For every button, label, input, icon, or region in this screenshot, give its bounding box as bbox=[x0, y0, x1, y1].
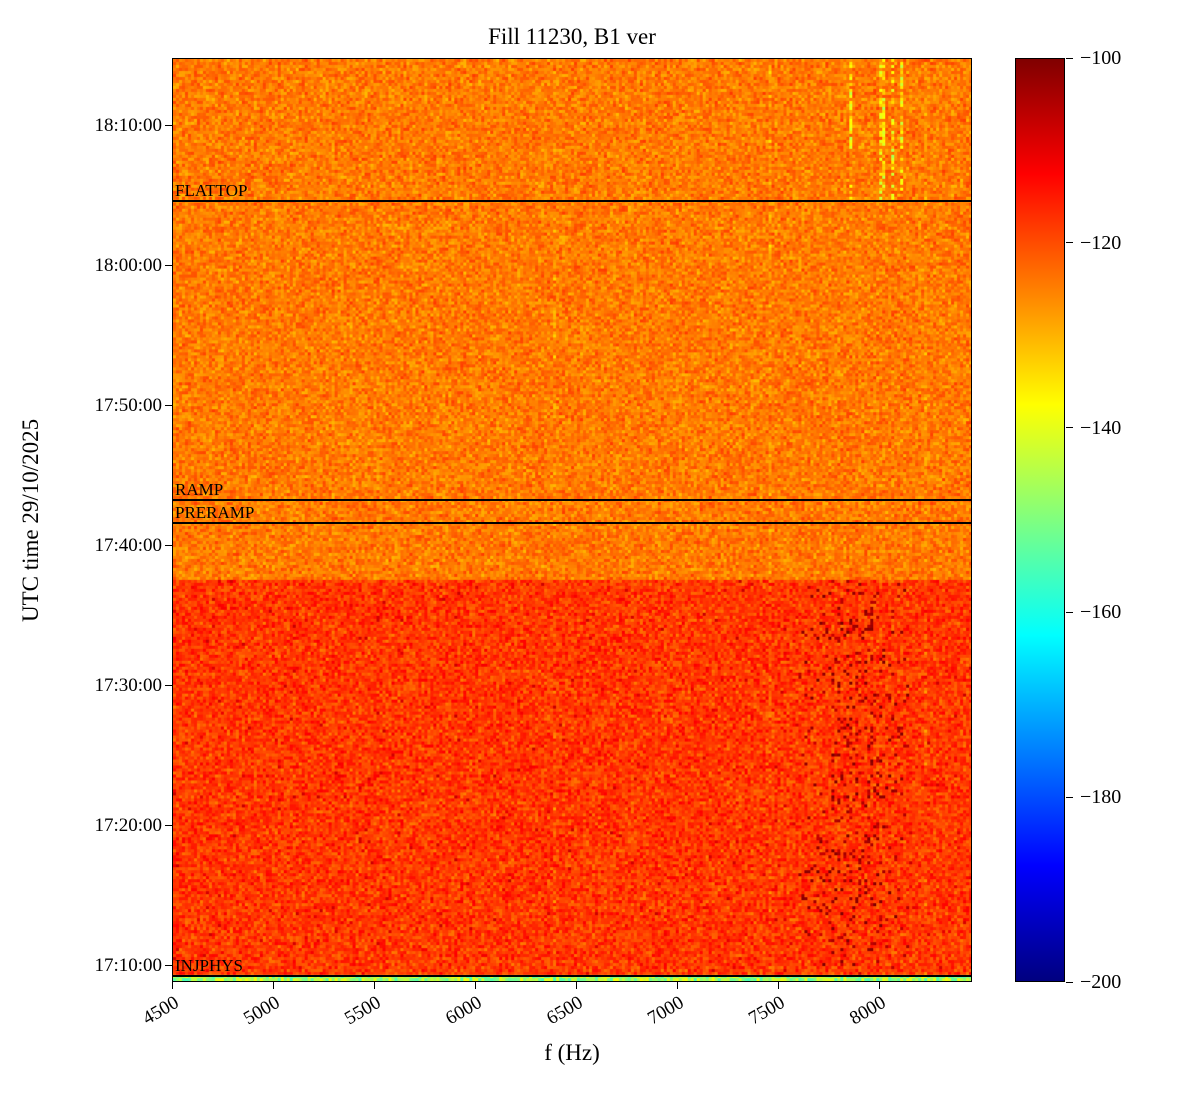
y-tick-mark bbox=[165, 265, 172, 267]
event-label-preramp: PRERAMP bbox=[175, 503, 255, 523]
event-label-injphys: INJPHYS bbox=[175, 956, 244, 975]
x-tick-mark bbox=[474, 982, 476, 989]
colorbar-tick-mark bbox=[1066, 242, 1073, 244]
y-tick-mark bbox=[165, 545, 172, 547]
colorbar-tick-mark bbox=[1066, 611, 1073, 613]
y-axis-label: UTC time 29/10/2025 bbox=[18, 418, 43, 622]
y-tick-mark bbox=[165, 405, 172, 407]
event-label-flattop: FLATTOP bbox=[175, 181, 248, 201]
colorbar-gradient bbox=[1015, 58, 1065, 982]
x-tick-mark bbox=[373, 982, 375, 989]
colorbar-tick-mark bbox=[1066, 796, 1073, 798]
spectrogram-heatmap bbox=[173, 59, 971, 981]
y-tick-mark bbox=[165, 685, 172, 687]
x-axis-label: f (Hz) bbox=[544, 1040, 600, 1065]
y-tick-mark bbox=[165, 965, 172, 967]
colorbar-tick-label: −180 bbox=[1080, 786, 1122, 809]
y-tick-label: 18:10:00 bbox=[94, 114, 162, 136]
y-tick-mark bbox=[165, 825, 172, 827]
colorbar-tick-label: −100 bbox=[1080, 47, 1122, 69]
chart-title: Fill 11230, B1 ver bbox=[488, 24, 656, 49]
event-line-injphys bbox=[173, 975, 971, 977]
colorbar-tick-mark bbox=[1066, 427, 1073, 429]
x-tick-label: 4500 bbox=[139, 992, 183, 1030]
y-tick-label: 17:50:00 bbox=[94, 394, 162, 416]
x-tick-mark bbox=[272, 982, 274, 989]
colorbar-tick-label: −160 bbox=[1080, 601, 1122, 624]
y-tick-label: 18:00:00 bbox=[94, 254, 162, 276]
plot-area: FLATTOP RAMP PRERAMP INJPHYS bbox=[172, 58, 972, 982]
y-tick-label: 17:40:00 bbox=[94, 534, 162, 556]
x-tick-mark bbox=[171, 982, 173, 989]
x-tick-mark bbox=[676, 982, 678, 989]
colorbar-tick-mark bbox=[1066, 981, 1073, 983]
y-tick-label: 17:20:00 bbox=[94, 814, 162, 836]
colorbar-tick-label: −140 bbox=[1080, 416, 1122, 439]
y-tick-label: 17:30:00 bbox=[94, 674, 162, 696]
event-line-ramp bbox=[173, 499, 971, 501]
event-label-ramp: RAMP bbox=[175, 480, 224, 499]
event-line-flattop bbox=[173, 200, 971, 203]
y-tick-mark bbox=[165, 125, 172, 127]
event-line-preramp bbox=[173, 522, 971, 525]
x-tick-mark bbox=[777, 982, 779, 989]
colorbar-tick-label: −120 bbox=[1080, 231, 1122, 254]
x-tick-mark bbox=[575, 982, 577, 989]
y-tick-label: 17:10:00 bbox=[94, 954, 162, 976]
x-tick-mark bbox=[878, 982, 880, 989]
colorbar-tick-mark bbox=[1066, 57, 1073, 59]
colorbar-tick-label: −200 bbox=[1080, 971, 1122, 993]
